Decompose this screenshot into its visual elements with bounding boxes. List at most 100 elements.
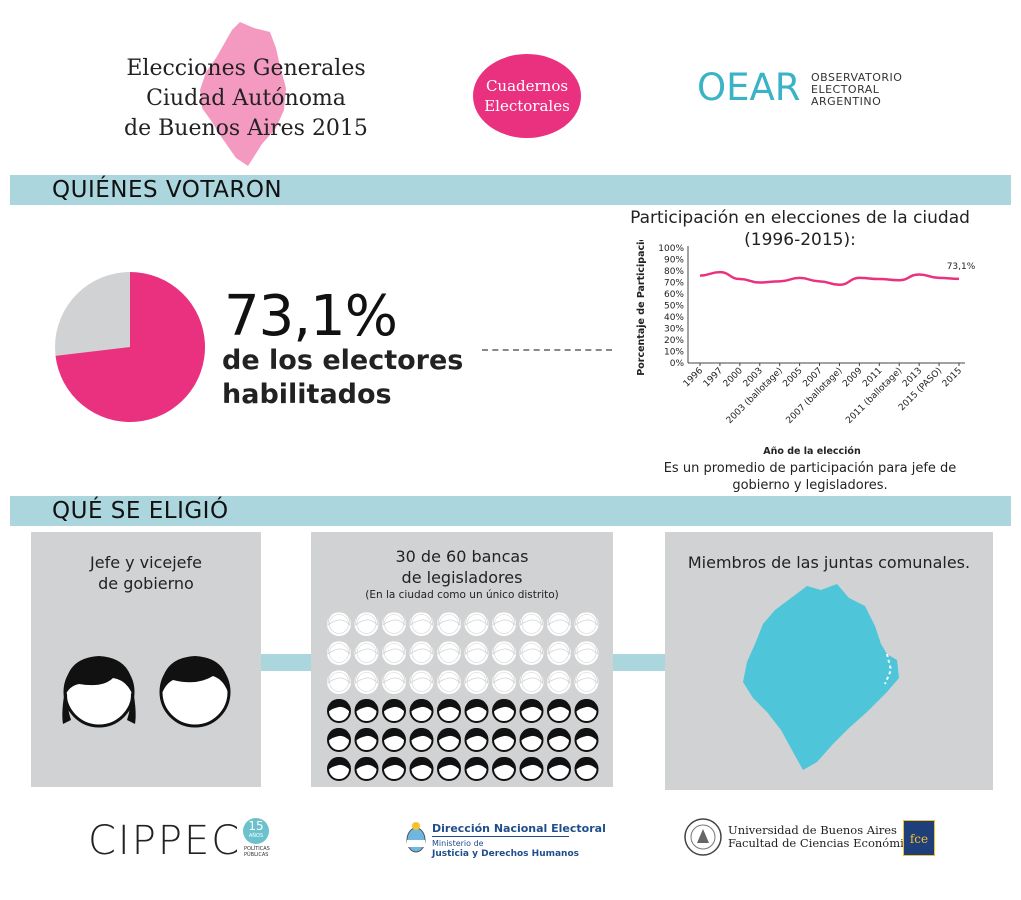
legislator-elected-icon	[437, 757, 461, 781]
legislator-elected-icon	[464, 699, 489, 723]
y-tick-label: 40%	[664, 313, 684, 323]
chart-title-line: (1996-2015):	[744, 230, 856, 250]
panel-legisladores: 30 de 60 bancas de legisladores (En la c…	[311, 532, 613, 787]
participation-series-line	[699, 270, 960, 287]
legislator-seat-icon	[519, 669, 544, 694]
legislator-elected-icon	[382, 699, 406, 723]
legislator-seat-icon	[409, 640, 434, 665]
legislator-seat-icon	[409, 669, 434, 694]
legislator-seat-icon	[437, 640, 461, 665]
legislator-seat-icon	[437, 669, 461, 694]
panel-title: 30 de 60 bancas de legisladores	[311, 546, 613, 588]
y-tick-label: 60%	[664, 290, 684, 300]
legislator-elected-icon	[327, 699, 351, 723]
badge-line: Electorales	[484, 97, 570, 115]
legislator-seat-icon	[354, 611, 379, 636]
legislator-seat-icon	[437, 611, 461, 636]
tag-line: POLÍTICAS	[244, 846, 270, 852]
y-tick-label: 30%	[664, 325, 684, 335]
legislator-seat-icon	[327, 640, 351, 665]
legislator-elected-icon	[354, 757, 379, 781]
subtitle-line: de los electores	[222, 345, 464, 376]
participation-subtitle: de los electores habilitados	[222, 344, 463, 412]
section-band-quienes: QUIÉNES VOTARON	[10, 175, 1011, 205]
legislator-seat-icon	[547, 669, 571, 694]
fce-logo: fce	[903, 820, 935, 856]
x-tick-label: 1997	[702, 366, 725, 389]
cippec-logo: CIPPEC	[88, 818, 242, 864]
participation-pie	[55, 272, 205, 422]
legislator-elected-icon	[409, 728, 434, 752]
chart-caption: Es un promedio de participación para jef…	[640, 460, 980, 494]
header-title-line: Elecciones Generales	[126, 56, 366, 81]
participation-percent: 73,1%	[224, 284, 398, 349]
head-male-icon	[159, 656, 231, 728]
dne-title: Dirección Nacional Electoral	[432, 822, 606, 835]
legislator-elected-icon	[574, 757, 599, 781]
x-tick-label: 2015	[941, 366, 964, 389]
panel-juntas-comunales: Miembros de las juntas comunales.	[665, 532, 993, 790]
two-heads	[62, 656, 231, 728]
legislator-seat-icon	[464, 640, 489, 665]
tag-line: PÚBLICAS	[244, 852, 269, 858]
legislator-seat-icon	[327, 611, 351, 636]
y-tick-label: 90%	[664, 256, 684, 266]
uba-line: Universidad de Buenos Aires	[728, 823, 897, 837]
legislator-seat-icon	[547, 611, 571, 636]
section-title: QUÉ SE ELIGIÓ	[52, 498, 229, 524]
legislator-elected-icon	[327, 728, 351, 752]
badge-sub: AÑOS	[248, 833, 264, 839]
x-tick-label: 1996	[682, 366, 705, 389]
legislator-elected-icon	[382, 728, 406, 752]
cippec-badge: 15 AÑOS	[243, 818, 269, 844]
legislator-seat-icon	[492, 669, 516, 694]
panel-jefe-gobierno: Jefe y vicejefe de gobierno	[31, 532, 261, 787]
caba-map-logo	[200, 22, 286, 166]
legislator-elected-icon	[354, 699, 379, 723]
badge-number: 15	[248, 819, 264, 833]
legislator-seat-icon	[574, 669, 599, 694]
legislator-elected-icon	[547, 699, 571, 723]
legislator-elected-icon	[492, 699, 516, 723]
dne-sub-line: Ministerio de	[432, 839, 484, 848]
legislator-elected-icon	[574, 699, 599, 723]
oear-sub-line: ELECTORAL	[811, 83, 880, 96]
legislator-elected-icon	[492, 757, 516, 781]
legislator-elected-icon	[437, 699, 461, 723]
y-tick-label: 10%	[664, 348, 684, 358]
panel-connector	[612, 654, 668, 671]
subtitle-line: habilitados	[222, 379, 392, 410]
header-title-line: Ciudad Autónoma	[146, 86, 346, 111]
caption-line: gobierno y legisladores.	[732, 478, 888, 493]
legislator-elected-icon	[519, 757, 544, 781]
panel-connector	[260, 654, 314, 671]
y-tick-label: 20%	[664, 336, 684, 346]
legislator-seat-icon	[382, 640, 406, 665]
y-axis-label: Porcentaje de Participación	[636, 240, 647, 376]
legislator-elected-icon	[354, 728, 379, 752]
cuadernos-badge: Cuadernos Electorales	[473, 54, 581, 138]
y-tick-label: 50%	[664, 302, 684, 312]
legislator-seat-icon	[492, 611, 516, 636]
legislator-elected-icon	[464, 757, 489, 781]
end-value-label: 73,1%	[947, 262, 976, 272]
caba-map-icon	[743, 584, 899, 770]
chart-title-line: Participación en elecciones de la ciudad	[630, 208, 970, 228]
legislator-seat-icon	[574, 611, 599, 636]
legislator-elected-icon	[547, 757, 571, 781]
panel-title: Miembros de las juntas comunales.	[687, 553, 971, 572]
cippec-tagline: POLÍTICAS PÚBLICAS	[244, 846, 270, 858]
legislator-elected-icon	[547, 728, 571, 752]
panel-title: Jefe y vicejefe de gobierno	[31, 552, 261, 594]
y-tick-label: 80%	[664, 267, 684, 277]
uba-seal-icon	[684, 818, 722, 856]
uba-text: Universidad de Buenos Aires Facultad de …	[728, 824, 923, 850]
y-tick-label: 0%	[670, 359, 685, 369]
oear-logo: OEAR	[697, 66, 801, 109]
oear-sub-line: OBSERVATORIO	[811, 71, 903, 84]
argentina-shield-icon	[406, 822, 426, 853]
dashed-connector	[482, 349, 612, 351]
panel-note: (En la ciudad como un único distrito)	[365, 589, 559, 601]
legislator-seat-icon	[464, 611, 489, 636]
oear-sub-line: ARGENTINO	[811, 95, 882, 108]
